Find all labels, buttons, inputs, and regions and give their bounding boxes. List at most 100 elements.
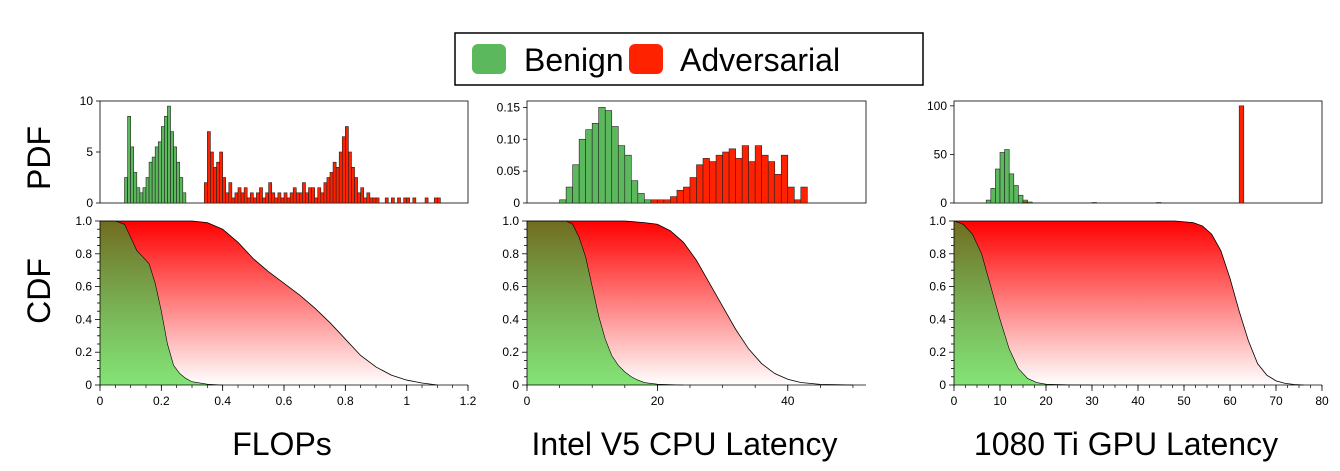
cdf-area-benign — [527, 221, 684, 385]
pdf-bar-adversarial — [683, 186, 691, 204]
cdf-ytick-label: 0.2 — [502, 345, 519, 359]
cdf-line-benign — [100, 220, 223, 386]
pdf-bar-adversarial — [715, 154, 723, 204]
pdf-bar-adversarial — [329, 172, 334, 204]
row-label-cdf: CDF — [21, 258, 57, 324]
x-tick-label: 0.8 — [337, 394, 354, 408]
pdf-bar-adversarial — [761, 154, 769, 204]
pdf-bar-adversarial — [437, 197, 441, 204]
pdf-bar-adversarial — [767, 161, 776, 204]
pdf-bar-adversarial — [320, 192, 325, 204]
pdf-bar-adversarial — [354, 177, 358, 204]
pdf-bar-benign — [637, 193, 645, 204]
x-tick-label: 40 — [781, 394, 795, 408]
pdf-bar-benign — [161, 126, 165, 204]
pdf-bar-benign — [598, 107, 606, 204]
pdf-bar-adversarial — [1022, 201, 1028, 204]
x-tick-label: 1 — [403, 394, 410, 408]
cdf-ytick-label: 0 — [512, 378, 519, 392]
pdf-panel-1: 0 0.05 0.10 0.15 — [497, 100, 867, 210]
pdf-bar-benign — [631, 180, 639, 204]
cdf-ytick-label: 1.0 — [75, 214, 92, 228]
pdf-bar-benign — [157, 141, 162, 204]
pdf-bar-benign — [173, 146, 177, 204]
pdf-bar-benign — [145, 177, 150, 204]
pdf-bar-adversarial — [277, 192, 282, 204]
pdf-bar-benign — [154, 146, 159, 204]
cdf-ytick-label: 0.6 — [502, 280, 519, 294]
pdf-bar-benign — [127, 116, 131, 204]
pdf-ytick-label: 0 — [940, 196, 947, 210]
pdf-bar-adversarial — [650, 199, 658, 204]
pdf-bar-benign — [585, 129, 593, 204]
pdf-bar-benign — [591, 123, 600, 204]
pdf-ytick-label: 50 — [934, 147, 948, 161]
pdf-bar-adversarial — [222, 177, 227, 204]
x-tick-label: 0 — [524, 394, 531, 408]
pdf-bar-benign — [182, 192, 187, 204]
pdf-bar-adversarial — [338, 151, 343, 204]
pdf-bar-adversarial — [262, 197, 266, 204]
x-tick-label: 50 — [1177, 394, 1191, 408]
pdf-bar-adversarial — [403, 197, 407, 204]
pdf-bar-adversarial — [302, 182, 306, 204]
pdf-bar-benign — [1027, 201, 1033, 204]
x-tick-label: 20 — [1039, 394, 1053, 408]
pdf-bar-adversarial — [265, 192, 269, 204]
x-tick-label: 0 — [97, 394, 104, 408]
cdf-ytick-label: 0.8 — [929, 247, 946, 261]
pdf-bar-adversarial — [412, 197, 417, 204]
pdf-bar-adversarial — [676, 189, 684, 204]
x-tick-label: 20 — [651, 394, 665, 408]
pdf-ytick-label: 0 — [513, 196, 520, 210]
cdf-area-benign — [100, 221, 223, 385]
pdf-bar-benign — [148, 161, 153, 204]
pdf-bar-benign — [990, 188, 996, 204]
x-tick-label: 0 — [951, 394, 958, 408]
pdf-bar-adversarial — [351, 167, 355, 204]
pdf-frame — [953, 100, 1323, 204]
x-axis-title: Intel V5 CPU Latency — [532, 426, 838, 462]
cdf-panel-1: 0 0.2 0.4 0.6 0.8 1.0 0 20 40 — [502, 214, 866, 408]
pdf-bar-benign — [985, 199, 992, 204]
cdf-line-benign — [527, 220, 684, 386]
pdf-bar-adversarial — [754, 145, 762, 204]
pdf-bar-adversarial — [326, 177, 331, 204]
panel-0: 0 5 10 0 0.2 0.4 0.6 0.8 1.0 0 0.2 0.4 0.6 0.8 1 1.2 FLO… — [75, 94, 476, 462]
pdf-bar-adversarial — [735, 158, 743, 204]
pdf-bar-adversarial — [424, 197, 429, 204]
pdf-bar-adversarial — [292, 187, 297, 204]
pdf-bar-adversarial — [299, 192, 303, 204]
pdf-bar-adversarial — [748, 161, 756, 204]
pdf-ytick-label: 100 — [927, 99, 947, 113]
pdf-bar-adversarial — [219, 151, 223, 204]
pdf-bar-adversarial — [397, 197, 401, 204]
pdf-bar-adversarial — [274, 197, 279, 204]
pdf-bar-adversarial — [391, 197, 395, 204]
pdf-panel-2: 0 50 100 — [927, 99, 1323, 210]
pdf-bar-adversarial — [225, 192, 230, 204]
x-tick-label: 30 — [1085, 394, 1099, 408]
pdf-bar-adversarial — [363, 197, 368, 204]
pdf-bar-benign — [995, 168, 1001, 204]
pdf-bar-adversarial — [311, 187, 315, 204]
pdf-bar-benign — [130, 146, 135, 204]
x-tick-label: 60 — [1223, 394, 1237, 408]
pdf-ytick-label: 0.10 — [497, 132, 521, 146]
pdf-bar-adversarial — [213, 167, 217, 204]
cdf-ytick-label: 1.0 — [929, 214, 946, 228]
pdf-bar-adversarial — [774, 174, 782, 204]
pdf-bar-adversarial — [369, 197, 374, 204]
x-axis-title: 1080 Ti GPU Latency — [974, 426, 1278, 462]
panel-2: 0 50 100 0 0.2 0.4 0.6 0.8 1.0 0 10 20 30 40 50 60 70 80 1… — [927, 99, 1329, 462]
pdf-bar-adversarial — [305, 192, 309, 204]
pdf-bar-adversarial — [366, 192, 371, 204]
pdf-bar-adversarial — [259, 187, 263, 204]
cdf-area-benign — [954, 221, 1092, 385]
x-tick-label: 70 — [1269, 394, 1283, 408]
pdf-bar-adversarial — [375, 197, 380, 204]
pdf-bar-adversarial — [240, 192, 245, 204]
pdf-bar-adversarial — [670, 196, 678, 204]
pdf-bar-adversarial — [709, 161, 717, 204]
pdf-bar-adversarial — [360, 187, 365, 204]
